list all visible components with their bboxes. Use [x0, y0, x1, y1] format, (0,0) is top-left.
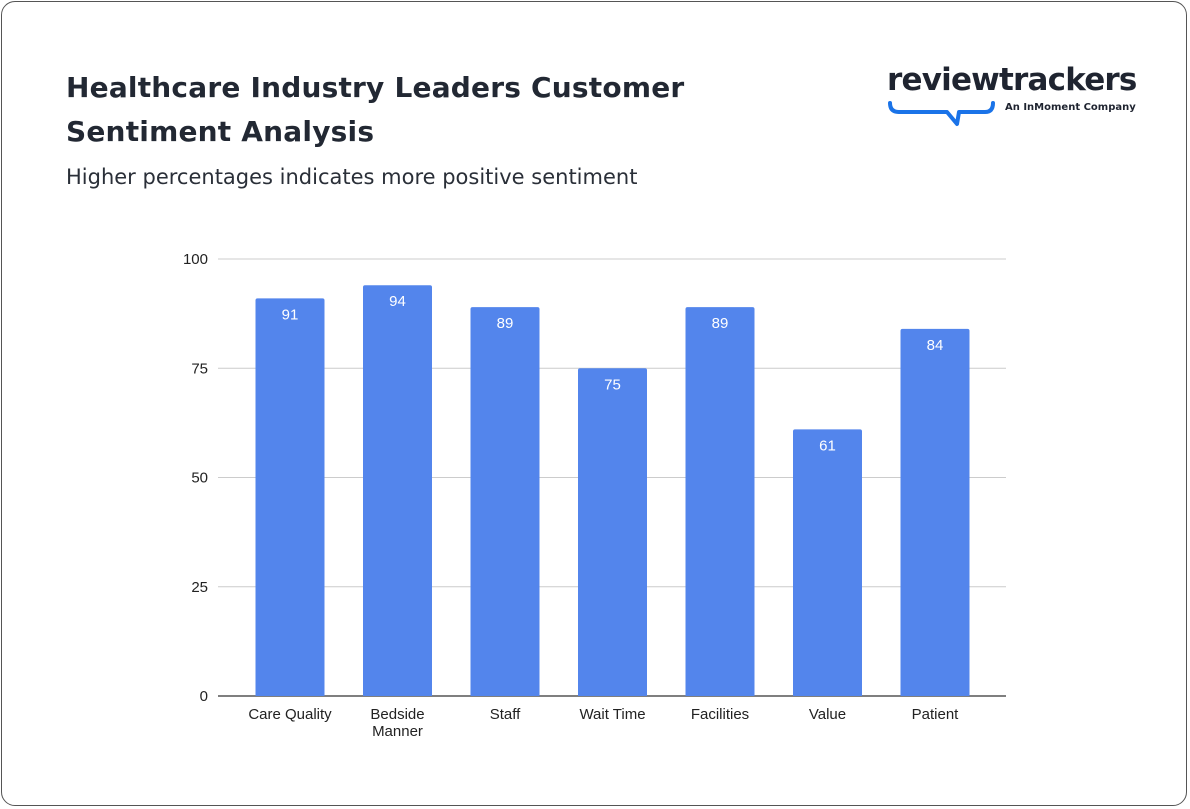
- y-tick-label: 25: [191, 579, 208, 596]
- data-label: 91: [282, 306, 299, 323]
- data-label: 75: [604, 376, 621, 393]
- data-label: 89: [712, 315, 729, 332]
- data-label: 61: [819, 437, 836, 454]
- x-tick-label: Wait Time: [579, 706, 645, 723]
- y-tick-label: 75: [191, 360, 208, 377]
- y-tick-label: 0: [200, 688, 208, 705]
- x-tick-label: Staff: [490, 706, 521, 723]
- page-title: Healthcare Industry Leaders Customer Sen…: [66, 71, 685, 148]
- data-label: 89: [497, 315, 514, 332]
- page-subtitle: Higher percentages indicates more positi…: [66, 165, 638, 189]
- reviewtrackers-logo: reviewtrackers An InMoment Company: [887, 62, 1137, 132]
- data-label: 94: [389, 293, 406, 310]
- y-tick-label: 100: [183, 251, 208, 268]
- speech-bubble-icon: [888, 101, 995, 126]
- logo-wordmark: reviewtrackers: [887, 62, 1137, 98]
- x-tick-label: Bedside Manner: [370, 706, 424, 740]
- bar-patient: [900, 328, 970, 696]
- x-tick-label: Facilities: [691, 706, 749, 723]
- bar-bedside-manner: [363, 285, 432, 696]
- y-tick-label: 50: [191, 470, 208, 487]
- logo-tagline: An InMoment Company: [1005, 102, 1136, 113]
- bar-care-quality: [255, 298, 325, 696]
- x-tick-label: Value: [809, 706, 846, 723]
- data-label: 84: [927, 337, 944, 354]
- x-tick-label: Care Quality: [248, 706, 332, 723]
- bar-facilities: [685, 307, 755, 696]
- x-tick-label: Patient: [912, 706, 960, 723]
- bar-wait-time: [578, 368, 647, 696]
- bar-staff: [470, 307, 540, 696]
- bar-value: [793, 429, 862, 696]
